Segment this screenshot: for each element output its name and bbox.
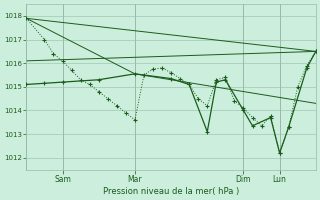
X-axis label: Pression niveau de la mer( hPa ): Pression niveau de la mer( hPa ): [103, 187, 239, 196]
